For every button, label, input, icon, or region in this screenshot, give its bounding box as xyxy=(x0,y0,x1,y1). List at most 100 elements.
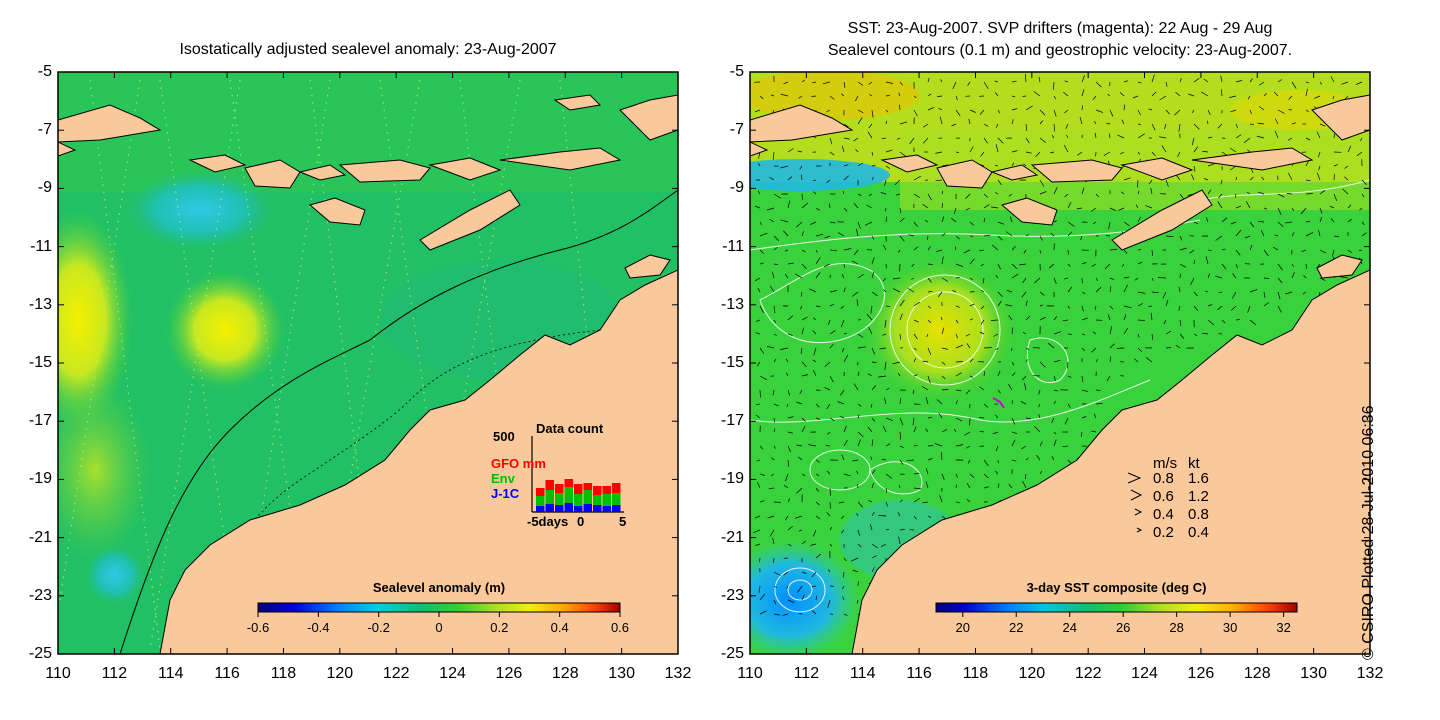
left-y-tick-label: -11 xyxy=(30,237,52,255)
velocity-arrow xyxy=(1174,109,1181,116)
velocity-arrow xyxy=(892,361,901,365)
velocity-arrow xyxy=(1064,193,1069,198)
right-y-tick-label: -11 xyxy=(722,237,744,255)
velocity-arrow xyxy=(1344,165,1349,169)
left-colorbar-tick-label: 0.6 xyxy=(610,620,630,635)
velocity-arrow xyxy=(1025,300,1028,307)
velocity-arrow xyxy=(1011,246,1016,251)
velocity-arrow xyxy=(969,318,973,321)
left-colorbar-tick-label: -0.2 xyxy=(367,620,390,635)
velocity-arrow xyxy=(866,204,873,209)
velocity-arrow xyxy=(1277,207,1282,215)
velocity-arrow xyxy=(1151,333,1154,340)
velocity-arrow xyxy=(801,361,807,368)
velocity-arrow xyxy=(773,557,775,563)
velocity-arrow xyxy=(938,291,943,298)
velocity-arrow xyxy=(1053,220,1058,223)
velocity-arrow xyxy=(769,176,775,181)
velocity-arrow xyxy=(868,81,873,85)
velocity-arrow xyxy=(913,473,920,475)
velocity-arrow xyxy=(871,271,875,279)
velocity-arrow xyxy=(935,249,943,253)
velocity-arrow xyxy=(827,599,831,608)
velocity-arrow xyxy=(1079,117,1083,125)
velocity-arrow xyxy=(843,440,848,447)
velocity-arrow xyxy=(927,375,931,384)
velocity-arrow xyxy=(1286,193,1293,195)
velocity-arrow xyxy=(758,585,761,593)
velocity-arrow xyxy=(1137,347,1143,353)
left-y-tick-label: -13 xyxy=(28,295,52,313)
velocity-arrow xyxy=(871,512,875,517)
velocity-arrow xyxy=(811,585,817,588)
left-colorbar-title: Sealevel anomaly (m) xyxy=(372,580,506,595)
velocity-arrow xyxy=(843,354,849,363)
velocity-arrow xyxy=(940,79,943,83)
velocity-arrow xyxy=(941,327,945,335)
velocity-arrow xyxy=(853,137,859,142)
velocity-arrow xyxy=(1221,319,1226,324)
velocity-arrow xyxy=(1011,361,1015,366)
velocity-arrow xyxy=(994,164,999,167)
velocity-arrow xyxy=(995,123,999,128)
velocity-arrow xyxy=(857,333,864,338)
velocity-arrow xyxy=(1230,305,1237,311)
velocity-arrow xyxy=(1274,91,1279,97)
velocity-arrow xyxy=(1106,122,1111,125)
velocity-arrow xyxy=(1095,359,1098,363)
velocity-arrow xyxy=(801,594,805,601)
velocity-arrow xyxy=(899,104,901,111)
velocity-arrow xyxy=(927,458,933,461)
velocity-arrow xyxy=(815,473,820,477)
velocity-arrow xyxy=(1053,401,1056,405)
velocity-arrow xyxy=(871,361,877,364)
data-count-bar-segment xyxy=(583,490,592,504)
velocity-arrow xyxy=(955,400,958,405)
velocity-arrow xyxy=(857,501,863,508)
velocity-arrow xyxy=(983,473,989,479)
velocity-arrow xyxy=(1008,193,1013,197)
left-x-tick-label: 124 xyxy=(439,665,466,682)
velocity-arrow xyxy=(773,247,778,251)
velocity-arrow xyxy=(826,109,831,113)
velocity-arrow xyxy=(899,207,902,214)
velocity-arrow xyxy=(1361,232,1367,237)
velocity-arrow xyxy=(1050,151,1055,154)
velocity-arrow xyxy=(815,233,824,237)
velocity-arrow xyxy=(1291,81,1297,89)
left-x-tick-label: 118 xyxy=(270,665,297,682)
velocity-arrow xyxy=(1162,291,1167,299)
velocity-arrow xyxy=(941,256,944,265)
velocity-arrow xyxy=(1319,277,1326,281)
velocity-arrow xyxy=(1207,249,1212,252)
velocity-arrow xyxy=(991,244,999,251)
velocity-arrow xyxy=(940,452,943,461)
velocity-arrow xyxy=(939,116,943,125)
velocity-arrow xyxy=(770,473,775,477)
velocity-arrow xyxy=(1179,193,1184,199)
data-count-bar-segment xyxy=(602,486,611,494)
velocity-arrow xyxy=(925,468,929,475)
velocity-arrow xyxy=(1263,302,1269,307)
velocity-arrow xyxy=(1048,263,1055,269)
velocity-arrow xyxy=(1263,92,1267,97)
velocity-arrow xyxy=(1006,289,1013,293)
right-x-tick-label: 124 xyxy=(1131,665,1158,682)
left-y-tick-label: -21 xyxy=(28,528,52,546)
velocity-arrow xyxy=(1095,109,1104,113)
velocity-arrow xyxy=(1081,389,1089,393)
velocity-arrow xyxy=(1081,89,1085,97)
velocity-arrow xyxy=(1287,172,1293,181)
velocity-arrow xyxy=(969,473,975,478)
left-y-tick-label: -15 xyxy=(28,354,52,371)
velocity-arrow xyxy=(829,330,836,335)
velocity-arrow xyxy=(1217,305,1223,311)
velocity-arrow xyxy=(1081,333,1086,336)
velocity-arrow xyxy=(1329,205,1335,209)
velocity-arrow xyxy=(799,389,803,395)
velocity-arrow xyxy=(857,274,864,279)
velocity-arrow xyxy=(1092,331,1097,335)
velocity-arrow xyxy=(968,118,971,125)
velocity-arrow xyxy=(935,179,943,182)
